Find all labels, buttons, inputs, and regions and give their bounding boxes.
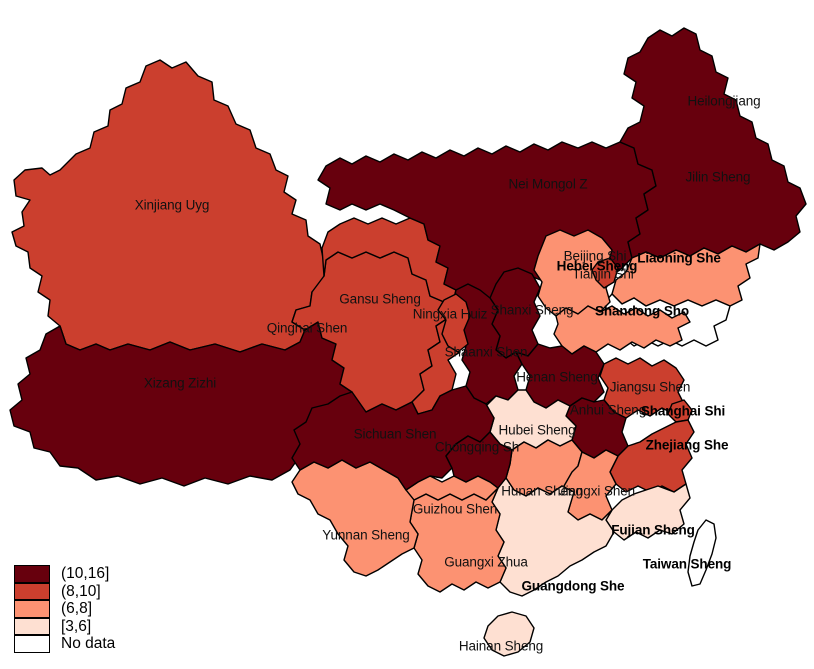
- legend-row[interactable]: [3,6]: [14, 617, 115, 636]
- region-label-shanghai-shi: Shanghai Shi: [640, 403, 726, 419]
- legend-row[interactable]: (10,16]: [14, 565, 115, 583]
- region-label-heilongjiang: Heilongjiang: [687, 93, 761, 109]
- region-zhejiang-she[interactable]: [609, 419, 695, 493]
- legend-swatch: [14, 635, 50, 653]
- legend-row[interactable]: (6,8]: [14, 600, 115, 618]
- region-label-tianjin-shi: Tianjin Shi: [572, 266, 634, 282]
- legend-label: (10,16]: [61, 565, 110, 583]
- region-guizhou-shen[interactable]: [405, 475, 499, 501]
- region-label-zhejiang-she: Zhejiang She: [645, 437, 729, 453]
- legend-label: No data: [61, 635, 116, 653]
- region-chongqing-sh[interactable]: [445, 431, 513, 489]
- region-label-beijing-shi: Beijing Shi: [563, 248, 627, 264]
- region-label-qinghai-shen: Qinghai Shen: [266, 320, 348, 336]
- region-label-guizhou-shen: Guizhou Shen: [412, 501, 498, 517]
- region-label-jilin-sheng: Jilin Sheng: [685, 169, 751, 185]
- region-fujian-sheng[interactable]: [605, 483, 691, 541]
- region-ningxia-huiz[interactable]: [437, 293, 471, 353]
- legend-row[interactable]: (8,10]: [14, 582, 115, 601]
- region-label-henan-sheng: Henan Sheng: [516, 369, 598, 385]
- region-label-jiangxi-shen: Jiangxi Shen: [558, 483, 636, 499]
- legend-label: [3,6]: [61, 617, 92, 635]
- region-label-shaanxi-shen: Shaanxi Shen: [444, 344, 528, 360]
- region-taiwan-sheng[interactable]: [687, 519, 717, 587]
- region-label-xinjiang-uyg: Xinjiang Uyg: [134, 197, 210, 213]
- region-label-guangdong-she: Guangdong She: [521, 578, 625, 594]
- region-sichuan-shen[interactable]: [291, 385, 495, 491]
- legend-swatch: [14, 582, 50, 601]
- region-label-xizang-zizhi: Xizang Zizhi: [143, 375, 217, 391]
- region-label-shandong-sho: Shandong Sho: [594, 303, 690, 319]
- region-label-yunnan-sheng: Yunnan Sheng: [322, 527, 410, 543]
- region-label-fujian-sheng: Fujian Sheng: [611, 522, 695, 538]
- province-shapes: [9, 27, 807, 657]
- region-label-hainan-sheng: Hainan Sheng: [458, 638, 544, 654]
- region-label-chongqing-sh: Chongqing Sh: [434, 439, 520, 455]
- region-tianjin-shi[interactable]: [591, 257, 619, 289]
- region-label-anhui-sheng: Anhui Sheng: [569, 402, 647, 418]
- region-label-jiangsu-shen: Jiangsu Shen: [609, 379, 691, 395]
- region-label-shanxi-sheng: Shanxi Sheng: [490, 302, 574, 318]
- legend-label: (6,8]: [61, 600, 93, 618]
- region-label-taiwan-sheng: Taiwan Sheng: [642, 556, 732, 572]
- region-label-nei-mongol-z: Nei Mongol Z: [508, 176, 588, 192]
- region-label-hebei-sheng: Hebei Sheng: [556, 258, 638, 274]
- choropleth-legend: (10,16] (8,10] (6,8] [3,6] No data: [14, 565, 115, 653]
- region-label-gansu-sheng: Gansu Sheng: [339, 291, 421, 307]
- legend-swatch: [14, 565, 50, 583]
- region-label-hubei-sheng: Hubei Sheng: [498, 422, 576, 438]
- legend-swatch: [14, 617, 50, 636]
- region-label-liaoning-she: Liaoning She: [637, 250, 721, 266]
- legend-row[interactable]: No data: [14, 635, 115, 653]
- region-heilongjiang[interactable]: [619, 27, 807, 259]
- legend-swatch: [14, 600, 50, 618]
- region-label-ningxia-huiz: Ningxia Huiz: [412, 306, 488, 322]
- legend-label: (8,10]: [61, 582, 101, 600]
- region-label-hunan-sheng: Hunan Sheng: [501, 483, 583, 499]
- region-label-guangxi-zhua: Guangxi Zhua: [444, 554, 528, 570]
- region-label-sichuan-shen: Sichuan Shen: [353, 426, 437, 442]
- region-hainan-sheng[interactable]: [483, 611, 535, 657]
